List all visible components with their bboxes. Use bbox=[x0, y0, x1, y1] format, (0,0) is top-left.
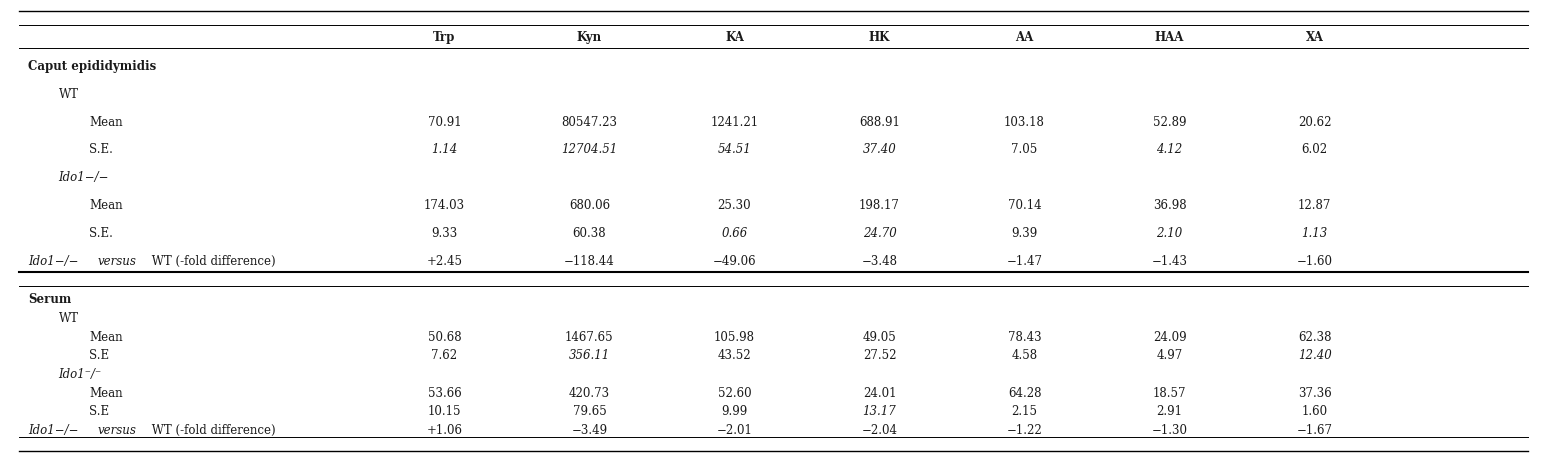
Text: 37.40: 37.40 bbox=[863, 143, 896, 156]
Text: versus: versus bbox=[97, 424, 137, 437]
Text: −2.01: −2.01 bbox=[716, 424, 753, 437]
Text: Mean: Mean bbox=[89, 115, 123, 129]
Text: 2.10: 2.10 bbox=[1156, 227, 1183, 240]
Text: 52.89: 52.89 bbox=[1153, 115, 1187, 129]
Text: 24.01: 24.01 bbox=[863, 387, 896, 400]
Text: 103.18: 103.18 bbox=[1004, 115, 1045, 129]
Text: 9.33: 9.33 bbox=[430, 227, 458, 240]
Text: 4.12: 4.12 bbox=[1156, 143, 1183, 156]
Text: 1467.65: 1467.65 bbox=[565, 331, 614, 344]
Text: −3.49: −3.49 bbox=[571, 424, 608, 437]
Text: −1.60: −1.60 bbox=[1296, 255, 1333, 267]
Text: 24.70: 24.70 bbox=[863, 227, 896, 240]
Text: Ido1−/−: Ido1−/− bbox=[28, 424, 82, 437]
Text: Mean: Mean bbox=[89, 387, 123, 400]
Text: WT (-fold difference): WT (-fold difference) bbox=[148, 255, 276, 267]
Text: 54.51: 54.51 bbox=[717, 143, 751, 156]
Text: 70.91: 70.91 bbox=[427, 115, 461, 129]
Text: −2.04: −2.04 bbox=[861, 424, 898, 437]
Text: 52.60: 52.60 bbox=[717, 387, 751, 400]
Text: Ido1⁻/⁻: Ido1⁻/⁻ bbox=[59, 368, 102, 381]
Text: 27.52: 27.52 bbox=[863, 349, 896, 362]
Text: HAA: HAA bbox=[1154, 31, 1185, 44]
Text: 25.30: 25.30 bbox=[717, 199, 751, 212]
Text: 43.52: 43.52 bbox=[717, 349, 751, 362]
Text: 49.05: 49.05 bbox=[863, 331, 896, 344]
Text: Mean: Mean bbox=[89, 199, 123, 212]
Text: 198.17: 198.17 bbox=[859, 199, 900, 212]
Text: AA: AA bbox=[1015, 31, 1034, 44]
Text: 60.38: 60.38 bbox=[572, 227, 606, 240]
Text: S.E: S.E bbox=[89, 349, 110, 362]
Text: 4.58: 4.58 bbox=[1012, 349, 1037, 362]
Text: S.E: S.E bbox=[89, 405, 110, 418]
Text: Ido1−/−: Ido1−/− bbox=[28, 255, 82, 267]
Text: −1.43: −1.43 bbox=[1151, 255, 1188, 267]
Text: 9.99: 9.99 bbox=[721, 405, 748, 418]
Text: −1.30: −1.30 bbox=[1151, 424, 1188, 437]
Text: 680.06: 680.06 bbox=[569, 199, 609, 212]
Text: 24.09: 24.09 bbox=[1153, 331, 1187, 344]
Text: −3.48: −3.48 bbox=[861, 255, 898, 267]
Text: 1.14: 1.14 bbox=[430, 143, 458, 156]
Text: 105.98: 105.98 bbox=[714, 331, 755, 344]
Text: 10.15: 10.15 bbox=[427, 405, 461, 418]
Text: 2.91: 2.91 bbox=[1157, 405, 1182, 418]
Text: 174.03: 174.03 bbox=[424, 199, 464, 212]
Text: versus: versus bbox=[97, 255, 137, 267]
Text: 1241.21: 1241.21 bbox=[710, 115, 759, 129]
Text: 7.05: 7.05 bbox=[1011, 143, 1038, 156]
Text: 7.62: 7.62 bbox=[432, 349, 457, 362]
Text: 50.68: 50.68 bbox=[427, 331, 461, 344]
Text: −1.47: −1.47 bbox=[1006, 255, 1043, 267]
Text: XA: XA bbox=[1305, 31, 1324, 44]
Text: 12704.51: 12704.51 bbox=[562, 143, 617, 156]
Text: WT: WT bbox=[59, 88, 79, 101]
Text: 0.66: 0.66 bbox=[721, 227, 748, 240]
Text: WT (-fold difference): WT (-fold difference) bbox=[148, 424, 276, 437]
Text: +2.45: +2.45 bbox=[426, 255, 463, 267]
Text: 70.14: 70.14 bbox=[1008, 199, 1042, 212]
Text: S.E.: S.E. bbox=[89, 143, 113, 156]
Text: 1.13: 1.13 bbox=[1301, 227, 1329, 240]
Text: −118.44: −118.44 bbox=[565, 255, 614, 267]
Text: 80547.23: 80547.23 bbox=[562, 115, 617, 129]
Text: Mean: Mean bbox=[89, 331, 123, 344]
Text: −1.67: −1.67 bbox=[1296, 424, 1333, 437]
Text: Trp: Trp bbox=[434, 31, 455, 44]
Text: 36.98: 36.98 bbox=[1153, 199, 1187, 212]
Text: HK: HK bbox=[869, 31, 890, 44]
Text: 79.65: 79.65 bbox=[572, 405, 606, 418]
Text: 6.02: 6.02 bbox=[1302, 143, 1327, 156]
Text: 53.66: 53.66 bbox=[427, 387, 461, 400]
Text: 1.60: 1.60 bbox=[1302, 405, 1327, 418]
Text: 9.39: 9.39 bbox=[1011, 227, 1038, 240]
Text: KA: KA bbox=[725, 31, 744, 44]
Text: Kyn: Kyn bbox=[577, 31, 602, 44]
Text: 688.91: 688.91 bbox=[859, 115, 900, 129]
Text: S.E.: S.E. bbox=[89, 227, 113, 240]
Text: 420.73: 420.73 bbox=[569, 387, 609, 400]
Text: 12.40: 12.40 bbox=[1298, 349, 1332, 362]
Text: 356.11: 356.11 bbox=[569, 349, 609, 362]
Text: Caput epididymidis: Caput epididymidis bbox=[28, 60, 156, 73]
Text: 4.97: 4.97 bbox=[1156, 349, 1183, 362]
Text: 78.43: 78.43 bbox=[1008, 331, 1042, 344]
Text: +1.06: +1.06 bbox=[426, 424, 463, 437]
Text: 37.36: 37.36 bbox=[1298, 387, 1332, 400]
Text: 18.57: 18.57 bbox=[1153, 387, 1187, 400]
Text: Serum: Serum bbox=[28, 294, 71, 306]
Text: 62.38: 62.38 bbox=[1298, 331, 1332, 344]
Text: −1.22: −1.22 bbox=[1006, 424, 1043, 437]
Text: 13.17: 13.17 bbox=[863, 405, 896, 418]
Text: Ido1−/−: Ido1−/− bbox=[59, 171, 110, 184]
Text: 20.62: 20.62 bbox=[1298, 115, 1332, 129]
Text: 12.87: 12.87 bbox=[1298, 199, 1332, 212]
Text: 2.15: 2.15 bbox=[1012, 405, 1037, 418]
Text: WT: WT bbox=[59, 312, 79, 325]
Text: −49.06: −49.06 bbox=[713, 255, 756, 267]
Text: 64.28: 64.28 bbox=[1008, 387, 1042, 400]
